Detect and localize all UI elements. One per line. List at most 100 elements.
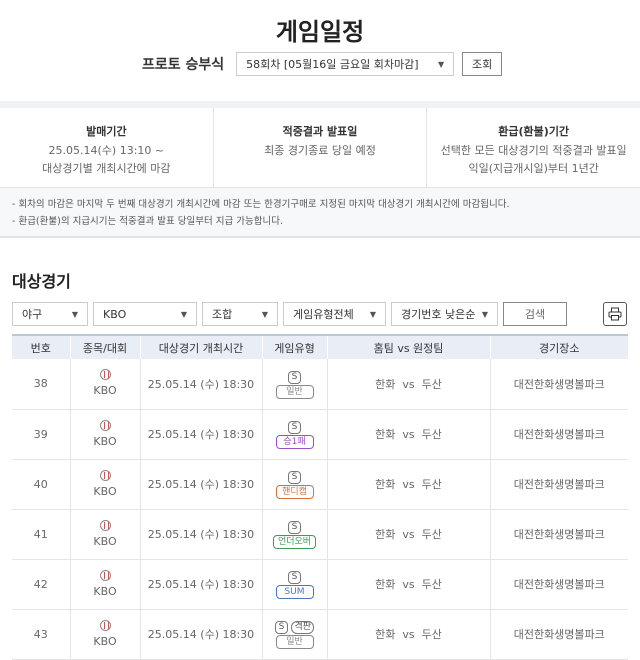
column-header: 번호 [12,334,70,359]
chevron-down-icon: ▼ [369,309,376,319]
info-text: 익일(지급개시일)부터 1년간 [468,162,599,175]
league-name: KBO [93,584,117,598]
search-button[interactable]: 검색 [503,302,567,326]
column-header: 종목/대회 [69,334,140,359]
baseball-icon [99,369,111,381]
league-cell: KBO [69,509,140,560]
round-select[interactable]: 58회차 [05월16일 금요일 회차마감] ▼ [236,52,455,76]
table-row[interactable]: 43 KBO 25.05.14 (수) 18:30 S 격판 일반 한화 vs 두… [12,609,628,660]
game-type-cell: S SUM [261,559,327,610]
lookup-button[interactable]: 조회 [462,52,503,76]
game-time: 25.05.14 (수) 18:30 [139,359,262,410]
table-row[interactable]: 42 KBO 25.05.14 (수) 18:30 S SUM 한화 vs 두산 … [12,559,628,610]
league-name: KBO [93,634,117,648]
venue: 대전한화생명볼파크 [489,409,628,460]
s-badge: S [288,370,301,384]
select-value: 야구 [22,308,43,321]
game-type-tag: 언더오버 [272,535,317,549]
select-value: 조합 [212,308,233,321]
table-row[interactable]: 41 KBO 25.05.14 (수) 18:30 S 언더오버 한화 vs 두산… [12,509,628,560]
venue: 대전한화생명볼파크 [489,459,628,510]
baseball-icon [99,419,111,431]
game-type-cell: S 일반 [261,359,327,410]
info-heading: 적중결과 발표일 [282,125,358,138]
table-row[interactable]: 39 KBO 25.05.14 (수) 18:30 S 승1패 한화 vs 두산 … [12,409,628,460]
divider [0,101,640,108]
teams: 한화 vs 두산 [326,459,490,510]
game-number: 40 [12,459,70,510]
page-title: 게임일정 [275,18,365,46]
column-header: 대상경기 개최시간 [139,334,262,359]
table-row[interactable]: 40 KBO 25.05.14 (수) 18:30 S 핸디캡 한화 vs 두산 … [12,459,628,510]
game-type-cell: S 핸디캡 [261,459,327,510]
sort-select[interactable]: 경기번호 낮은순 ▼ [391,302,498,326]
extra-badge: 격판 [291,621,315,634]
game-type-tag: 일반 [275,635,314,649]
chevron-down-icon: ▼ [71,309,78,319]
league-select[interactable]: KBO ▼ [93,302,197,326]
s-badge: S [288,571,301,584]
info-panel: 발매기간 25.05.14(수) 13:10 ~ 대상경기별 개최시간에 마감 적중… [0,108,640,188]
s-badge: S [274,621,288,634]
venue: 대전한화생명볼파크 [489,359,628,410]
baseball-icon [99,519,111,531]
baseball-icon [99,619,111,631]
info-heading: 환급(환불)기간 [498,125,570,138]
info-text: 25.05.14(수) 13:10 ~ [48,144,165,157]
game-type-select[interactable]: 게임유형전체 ▼ [283,302,386,326]
note: - 환급(환불)의 지급시기는 적중결과 발표 당일부터 지급 가능합니다. [12,216,283,227]
round-selector: 프로토 승부식 58회차 [05월16일 금요일 회차마감] ▼ 조회 [142,52,503,76]
game-type-tag: SUM [275,585,314,599]
column-header: 경기장소 [489,334,628,359]
game-type-cell: S 승1패 [261,409,327,460]
game-number: 43 [12,609,70,660]
notes: - 회차의 마감은 마지막 두 번째 대상경기 개최시간에 마감 또는 한경기구… [0,188,640,238]
info-text: 대상경기별 개최시간에 마감 [42,162,171,175]
baseball-icon [99,569,111,581]
info-heading: 발매기간 [86,125,127,138]
game-type-cell: S 격판 일반 [261,609,327,660]
chevron-down-icon: ▼ [481,309,488,319]
select-value: KBO [103,307,127,321]
game-type-tag: 핸디캡 [275,485,314,499]
league-cell: KBO [69,459,140,510]
game-type-tag: 승1패 [275,435,314,449]
games-table: 번호 종목/대회 대상경기 개최시간 게임유형 홈팀 vs 원정팀 경기장소 38 KBO… [12,334,628,660]
teams: 한화 vs 두산 [326,409,490,460]
section-title: 대상경기 [12,272,71,291]
sport-select[interactable]: 야구 ▼ [12,302,88,326]
league-cell: KBO [69,409,140,460]
league-name: KBO [93,484,117,498]
game-label: 프로토 승부식 [142,57,225,73]
game-time: 25.05.14 (수) 18:30 [139,409,262,460]
combo-select[interactable]: 조합 ▼ [202,302,278,326]
select-value: 경기번호 낮은순 [401,308,476,321]
printer-icon [608,307,622,321]
teams: 한화 vs 두산 [326,609,490,660]
game-number: 38 [12,359,70,410]
s-badge: S [288,421,301,434]
game-type-tag: 일반 [275,384,314,399]
table-row[interactable]: 38 KBO 25.05.14 (수) 18:30 S 일반 한화 vs 두산 대… [12,359,628,410]
league-cell: KBO [69,359,140,410]
game-number: 39 [12,409,70,460]
venue: 대전한화생명볼파크 [489,509,628,560]
info-text: 최종 경기종료 당일 예정 [264,144,376,157]
column-header: 홈팀 vs 원정팀 [326,334,490,359]
round-select-value: 58회차 [05월16일 금요일 회차마감] [246,58,419,71]
game-time: 25.05.14 (수) 18:30 [139,559,262,610]
game-number: 41 [12,509,70,560]
league-name: KBO [93,534,117,548]
league-name: KBO [93,384,117,398]
s-badge: S [288,521,301,534]
chevron-down-icon: ▼ [438,59,445,69]
game-type-cell: S 언더오버 [261,509,327,560]
venue: 대전한화생명볼파크 [489,559,628,610]
print-button[interactable] [603,302,627,326]
game-time: 25.05.14 (수) 18:30 [139,509,262,560]
teams: 한화 vs 두산 [326,559,490,610]
info-text: 선택한 모든 대상경기의 적중결과 발표일 [440,144,627,157]
select-value: 게임유형전체 [293,308,354,321]
note: - 회차의 마감은 마지막 두 번째 대상경기 개최시간에 마감 또는 한경기구… [12,199,510,210]
